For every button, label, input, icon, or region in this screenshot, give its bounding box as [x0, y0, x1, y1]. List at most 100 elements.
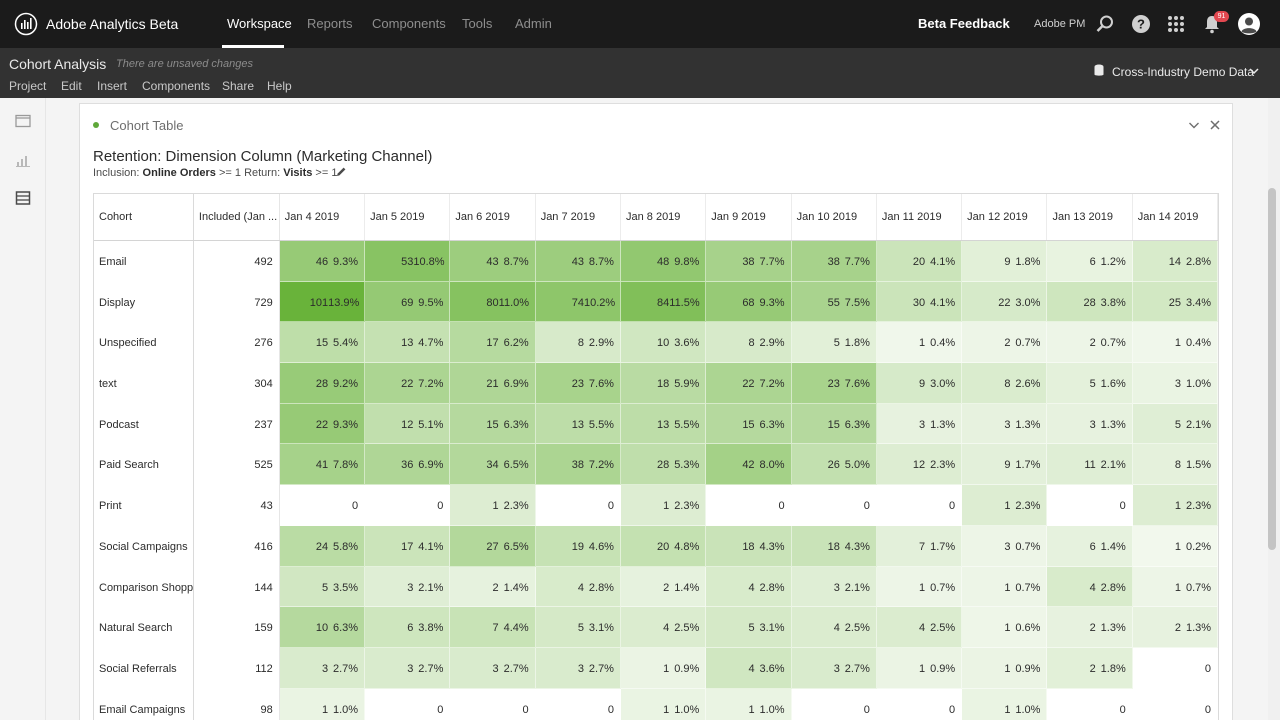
- collapse-chevron-icon[interactable]: [1188, 119, 1200, 131]
- panels-icon[interactable]: [15, 113, 31, 129]
- column-header-day[interactable]: Jan 6 2019: [450, 194, 536, 240]
- column-header-cohort[interactable]: Cohort: [94, 194, 194, 240]
- cohort-name-cell[interactable]: Social Campaigns: [94, 525, 194, 567]
- retention-cell[interactable]: 0: [1047, 688, 1133, 720]
- retention-cell[interactable]: 43 8.7%: [450, 241, 536, 282]
- column-header-day[interactable]: Jan 11 2019: [877, 194, 963, 240]
- adobe-analytics-logo-icon[interactable]: [14, 12, 38, 36]
- org-switcher[interactable]: Adobe PM: [1034, 18, 1086, 30]
- retention-cell[interactable]: 8 1.5%: [1132, 444, 1219, 486]
- search-icon[interactable]: [1094, 13, 1116, 35]
- retention-cell[interactable]: 43 8.7%: [535, 241, 621, 282]
- table-row[interactable]: Email Campaigns 98 1 1.0% 0 0 0 1 1.0% 1 1.0% 0 0 1 1.…: [94, 688, 1219, 720]
- retention-cell[interactable]: 12 2.3%: [876, 444, 963, 486]
- retention-cell[interactable]: 15 6.3%: [706, 403, 792, 445]
- retention-cell[interactable]: 18 4.3%: [706, 525, 792, 567]
- retention-cell[interactable]: 3 2.7%: [365, 647, 451, 689]
- retention-cell[interactable]: 3 2.7%: [535, 647, 621, 689]
- retention-cell[interactable]: 4 2.8%: [535, 566, 621, 608]
- retention-cell[interactable]: 42 8.0%: [706, 444, 792, 486]
- retention-cell[interactable]: 0: [876, 485, 963, 526]
- components-icon[interactable]: [15, 190, 31, 206]
- retention-cell[interactable]: 11 2.1%: [1047, 444, 1133, 486]
- retention-cell[interactable]: 3 2.1%: [791, 566, 877, 608]
- retention-cell[interactable]: 1 2.3%: [450, 485, 536, 526]
- retention-cell[interactable]: 0: [1132, 688, 1219, 720]
- retention-cell[interactable]: 2 1.8%: [1047, 647, 1133, 689]
- retention-cell[interactable]: 22 3.0%: [962, 281, 1048, 323]
- retention-cell[interactable]: 0: [450, 688, 536, 720]
- column-header-day[interactable]: Jan 8 2019: [621, 194, 707, 240]
- retention-cell[interactable]: 14 2.8%: [1132, 241, 1219, 282]
- project-title[interactable]: Cohort Analysis: [9, 56, 107, 72]
- column-header-included[interactable]: Included (Jan ...: [194, 194, 280, 240]
- retention-cell[interactable]: 22 7.2%: [706, 363, 792, 404]
- retention-cell[interactable]: 7 4.4%: [450, 607, 536, 648]
- retention-cell[interactable]: 7 1.7%: [876, 525, 963, 567]
- apps-grid-icon[interactable]: [1165, 13, 1187, 35]
- retention-cell[interactable]: 38 7.7%: [791, 241, 877, 282]
- table-row[interactable]: Paid Search 525 41 7.8% 36 6.9% 34 6.5% 38 7.2% 28…: [94, 444, 1219, 486]
- retention-cell[interactable]: 3 1.3%: [1047, 403, 1133, 445]
- retention-cell[interactable]: 1 0.6%: [962, 607, 1048, 648]
- retention-cell[interactable]: 19 4.6%: [535, 525, 621, 567]
- retention-cell[interactable]: 21 6.9%: [450, 363, 536, 404]
- column-header-day[interactable]: Jan 4 2019: [280, 194, 366, 240]
- column-header-day[interactable]: Jan 7 2019: [536, 194, 621, 240]
- retention-cell[interactable]: 9 1.8%: [962, 241, 1048, 282]
- retention-cell[interactable]: 1 0.7%: [1132, 566, 1219, 608]
- retention-cell[interactable]: 55 7.5%: [791, 281, 877, 323]
- menu-project[interactable]: Project: [9, 79, 47, 93]
- retention-cell[interactable]: 2 0.7%: [1047, 322, 1133, 364]
- retention-cell[interactable]: 1 2.3%: [620, 485, 707, 526]
- retention-cell[interactable]: 8 2.6%: [962, 363, 1048, 404]
- retention-cell[interactable]: 0: [1132, 647, 1219, 689]
- table-row[interactable]: Social Referrals 112 3 2.7% 3 2.7% 3 2.7% 3 2.7% 1…: [94, 647, 1219, 689]
- retention-cell[interactable]: 3 1.0%: [1132, 363, 1219, 404]
- retention-cell[interactable]: 5 1.6%: [1047, 363, 1133, 404]
- nav-components[interactable]: Components: [372, 16, 446, 31]
- retention-cell[interactable]: 0: [279, 485, 366, 526]
- retention-cell[interactable]: 41 7.8%: [279, 444, 366, 486]
- retention-cell[interactable]: 4 2.5%: [620, 607, 707, 648]
- retention-cell[interactable]: 48 9.8%: [620, 241, 707, 282]
- retention-cell[interactable]: 0: [791, 485, 877, 526]
- retention-cell[interactable]: 13 4.7%: [365, 322, 451, 364]
- retention-cell[interactable]: 8 2.9%: [535, 322, 621, 364]
- retention-cell[interactable]: 9 3.0%: [876, 363, 963, 404]
- retention-cell[interactable]: 6 1.2%: [1047, 241, 1133, 282]
- retention-cell[interactable]: 1 0.4%: [1132, 322, 1219, 364]
- column-header-day[interactable]: Jan 13 2019: [1047, 194, 1133, 240]
- nav-admin[interactable]: Admin: [515, 16, 552, 31]
- close-icon[interactable]: [1209, 119, 1221, 131]
- retention-cell[interactable]: 22 9.3%: [279, 403, 366, 445]
- nav-workspace[interactable]: Workspace: [227, 16, 292, 31]
- retention-cell[interactable]: 101 13.9%: [279, 281, 366, 323]
- retention-cell[interactable]: 34 6.5%: [450, 444, 536, 486]
- retention-cell[interactable]: 1 1.0%: [962, 688, 1048, 720]
- retention-cell[interactable]: 4 2.8%: [706, 566, 792, 608]
- column-header-day[interactable]: Jan 12 2019: [962, 194, 1048, 240]
- retention-cell[interactable]: 5 3.5%: [279, 566, 366, 608]
- retention-cell[interactable]: 69 9.5%: [365, 281, 451, 323]
- retention-cell[interactable]: 1 1.0%: [279, 688, 366, 720]
- retention-cell[interactable]: 27 6.5%: [450, 525, 536, 567]
- retention-cell[interactable]: 20 4.8%: [620, 525, 707, 567]
- retention-cell[interactable]: 38 7.7%: [706, 241, 792, 282]
- table-row[interactable]: text 304 28 9.2% 22 7.2% 21 6.9% 23 7.6% 18 5.9% 22 7…: [94, 363, 1219, 404]
- retention-cell[interactable]: 38 7.2%: [535, 444, 621, 486]
- retention-cell[interactable]: 53 10.8%: [365, 241, 451, 282]
- retention-cell[interactable]: 20 4.1%: [876, 241, 963, 282]
- retention-cell[interactable]: 2 1.3%: [1047, 607, 1133, 648]
- nav-tools[interactable]: Tools: [462, 16, 493, 31]
- retention-cell[interactable]: 80 11.0%: [450, 281, 536, 323]
- scrollbar-thumb[interactable]: [1268, 188, 1276, 550]
- retention-cell[interactable]: 1 2.3%: [1132, 485, 1219, 526]
- retention-cell[interactable]: 28 3.8%: [1047, 281, 1133, 323]
- retention-cell[interactable]: 30 4.1%: [876, 281, 963, 323]
- retention-cell[interactable]: 1 0.9%: [620, 647, 707, 689]
- help-icon[interactable]: ?: [1130, 13, 1152, 35]
- retention-cell[interactable]: 10 3.6%: [620, 322, 707, 364]
- retention-cell[interactable]: 15 6.3%: [791, 403, 877, 445]
- retention-cell[interactable]: 15 5.4%: [279, 322, 366, 364]
